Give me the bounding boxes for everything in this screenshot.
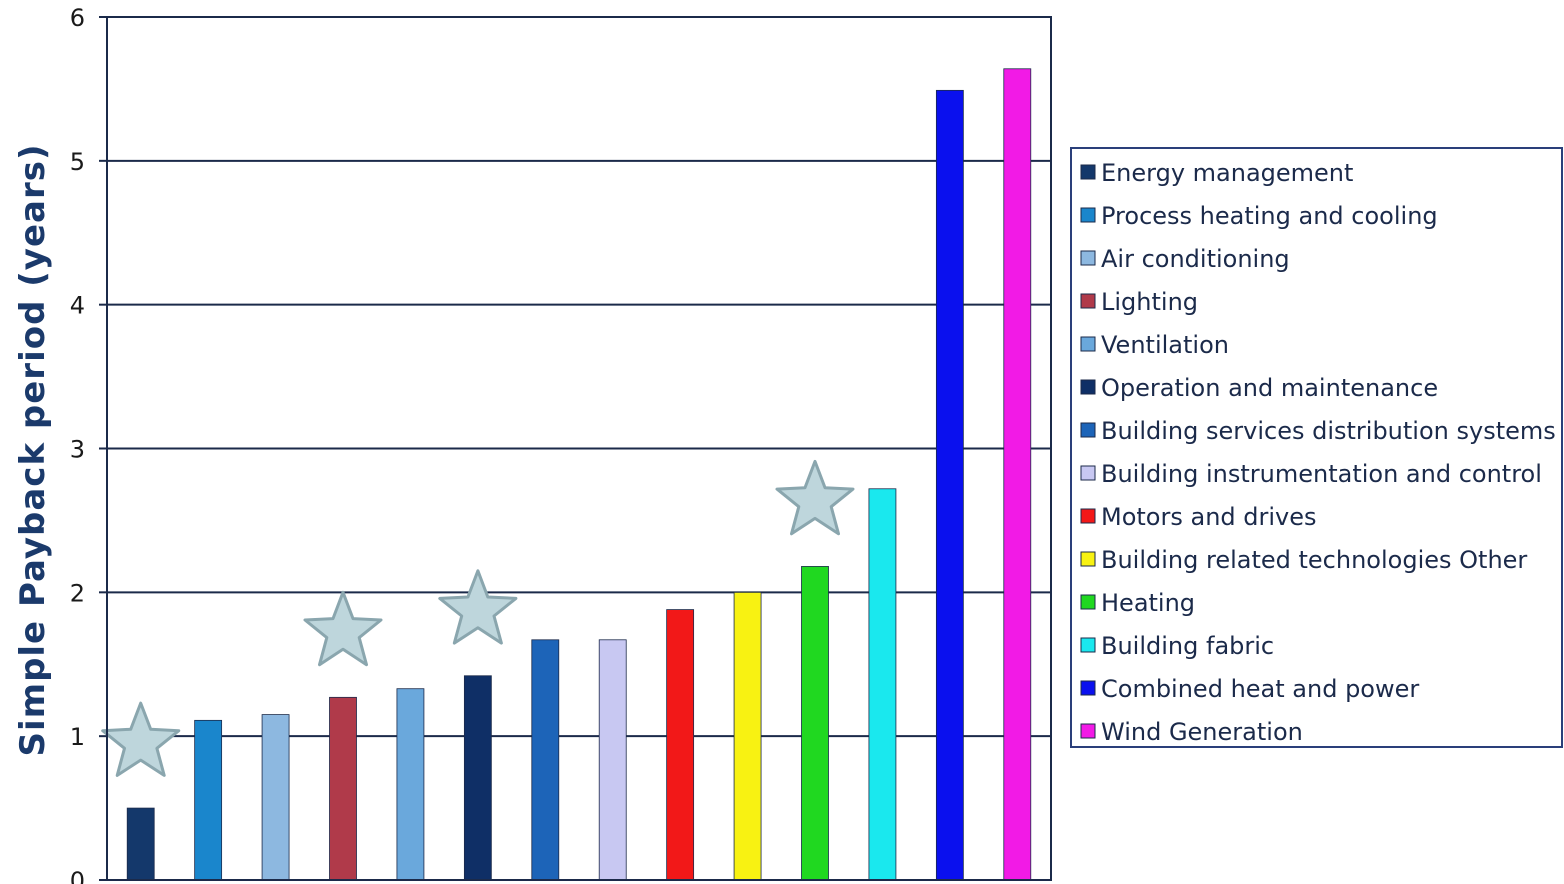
bar-building-instrumentation-and-control	[598, 639, 627, 881]
legend-label-building-fabric: Building fabric	[1101, 632, 1274, 660]
bar-motors-and-drives	[666, 609, 695, 881]
bar-wind-generation	[1003, 68, 1032, 881]
bar-ventilation	[396, 688, 425, 881]
bar-air-conditioning	[261, 714, 290, 881]
legend-label-ventilation: Ventilation	[1101, 331, 1229, 359]
bar-energy-management	[126, 807, 155, 881]
bar-lighting	[329, 696, 357, 881]
y-tick-label-5: 5	[70, 148, 85, 176]
bar-heating	[801, 566, 829, 881]
legend-label-heating: Heating	[1101, 589, 1195, 617]
legend: Energy management Process heating and coo…	[1070, 147, 1563, 748]
y-tick-label-2: 2	[70, 579, 85, 607]
legend-label-air-conditioning: Air conditioning	[1101, 245, 1290, 273]
star-icon-heating	[775, 459, 855, 536]
legend-label-motors-and-drives: Motors and drives	[1101, 503, 1317, 531]
legend-swatch-wind-generation	[1080, 723, 1096, 739]
legend-swatch-ventilation	[1080, 336, 1096, 352]
legend-label-lighting: Lighting	[1101, 288, 1198, 316]
gridlines	[99, 16, 1051, 881]
bar-process-heating-and-cooling	[194, 719, 223, 881]
legend-label-process-heating-and-cooling: Process heating and cooling	[1101, 202, 1438, 230]
legend-label-combined-heat-and-power: Combined heat and power	[1101, 675, 1419, 703]
y-tick-labels: 0 1 2 3 4 5 6	[70, 4, 85, 884]
plot-area-frame	[106, 16, 1052, 881]
legend-label-building-services-distribution-systems: Building services distribution systems	[1101, 417, 1556, 445]
legend-label-operation-and-maintenance: Operation and maintenance	[1101, 374, 1438, 402]
legend-label-wind-generation: Wind Generation	[1101, 718, 1303, 746]
legend-label-building-related-technologies-other: Building related technologies Other	[1101, 546, 1527, 574]
legend-swatch-motors-and-drives	[1080, 508, 1096, 524]
bar-building-services-distribution-systems	[531, 639, 560, 881]
legend-swatch-building-services-distribution-systems	[1080, 422, 1096, 438]
star-markers	[101, 459, 855, 777]
y-tick-label-6: 6	[70, 4, 85, 32]
star-icon-operation-and-maintenance	[438, 569, 518, 645]
legend-box	[1070, 147, 1563, 748]
legend-swatch-building-fabric	[1080, 637, 1096, 653]
bar-building-related-technologies-other	[733, 591, 762, 881]
bar-building-fabric	[868, 488, 897, 881]
legend-swatch-combined-heat-and-power	[1080, 680, 1096, 696]
y-tick-label-0: 0	[70, 867, 85, 884]
legend-label-building-instrumentation-and-control: Building instrumentation and control	[1101, 460, 1542, 488]
bars	[126, 68, 1032, 881]
legend-label-energy-management: Energy management	[1101, 159, 1353, 187]
legend-swatch-air-conditioning	[1080, 250, 1096, 266]
bar-combined-heat-and-power	[935, 89, 964, 881]
legend-swatch-energy-management	[1080, 164, 1096, 180]
y-tick-label-4: 4	[70, 292, 85, 320]
legend-swatch-heating	[1080, 594, 1096, 610]
legend-swatch-operation-and-maintenance	[1080, 379, 1096, 395]
y-tick-label-1: 1	[70, 723, 85, 751]
bar-operation-and-maintenance	[463, 675, 492, 881]
star-icon-energy-management	[101, 701, 181, 777]
legend-swatch-building-related-technologies-other	[1080, 551, 1096, 567]
y-axis-title: Simple Payback period (years)	[13, 143, 53, 756]
legend-swatch-process-heating-and-cooling	[1080, 207, 1096, 223]
star-icon-lighting	[303, 590, 383, 667]
y-tick-label-3: 3	[70, 436, 85, 464]
legend-swatch-lighting	[1080, 293, 1096, 309]
legend-swatch-building-instrumentation-and-control	[1080, 465, 1096, 481]
